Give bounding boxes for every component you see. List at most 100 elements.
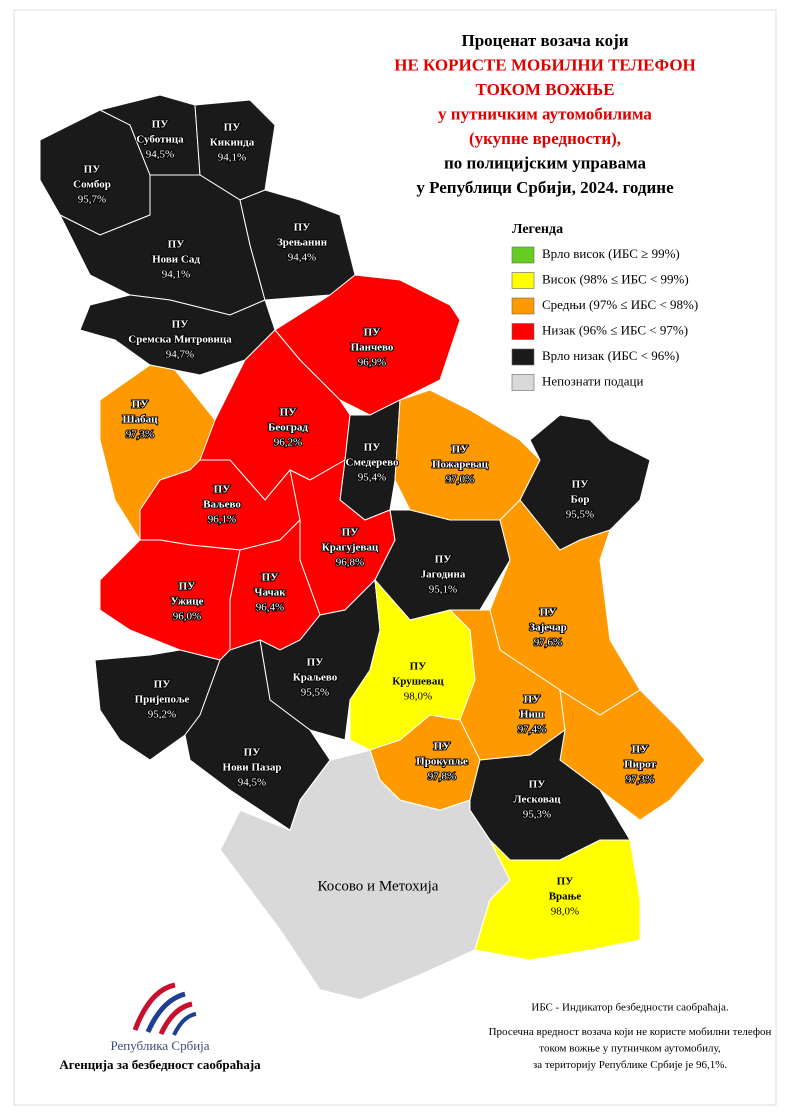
footnote: Просечна вредност возача који не користе… [489, 1026, 772, 1038]
region [474, 839, 641, 961]
region-prefix: ПУ [214, 484, 231, 496]
region-prefix: ПУ [294, 222, 311, 234]
region-name: Ваљево [203, 499, 241, 511]
region-name: Ужице [171, 596, 204, 608]
legend-swatch [511, 246, 535, 264]
region-prefix: ПУ [179, 581, 196, 593]
region-name: Панчево [351, 342, 394, 354]
region-value: 95,5% [566, 509, 594, 521]
legend-label: Висок (98% ≤ ИБС < 99%) [542, 271, 689, 286]
region-prefix: ПУ [152, 119, 169, 131]
regions [39, 94, 706, 1001]
region-prefix: ПУ [132, 399, 149, 411]
region-prefix: ПУ [280, 407, 297, 419]
title-line: НЕ КОРИСТЕ МОБИЛНИ ТЕЛЕФОН [394, 55, 696, 74]
footnote: ИБС - Индикатор безбедности саобраћаја. [531, 1002, 728, 1014]
region-name: Кикинда [210, 137, 255, 149]
title-line: у Републици Србији, 2024. године [416, 178, 674, 197]
region-value: 96,0% [173, 611, 201, 623]
legend-swatch [511, 374, 535, 391]
region-prefix: ПУ [410, 661, 427, 673]
region-name: Суботица [136, 134, 184, 146]
region-prefix: ПУ [168, 239, 185, 251]
logo-agency: Агенција за безбедност саобраћаја [59, 1057, 261, 1072]
region-value: 97,4% [518, 724, 546, 736]
region-prefix: ПУ [434, 741, 451, 753]
region-name: Крушевац [392, 676, 444, 688]
legend-title: Легенда [512, 222, 563, 237]
region-name: Зрењанин [277, 237, 328, 249]
region-name: Краљево [293, 672, 338, 684]
region-value: 96,1% [208, 514, 236, 526]
region-prefix: ПУ [307, 657, 324, 669]
region-value: 97,6% [534, 637, 562, 649]
region-prefix: ПУ [557, 876, 574, 888]
region-value: 96,4% [256, 602, 284, 614]
legend-swatch [511, 272, 535, 289]
region-value: 97,8% [428, 771, 456, 783]
region-value: 98,0% [551, 906, 579, 918]
region-name: Јагодина [421, 569, 466, 581]
region-name: Сомбор [73, 179, 111, 191]
region-prefix: ПУ [154, 679, 171, 691]
footnote: за територију Републике Србије је 96,1%. [533, 1059, 728, 1071]
region-name: Крагујевац [322, 542, 379, 554]
title-line: Проценат возача који [461, 31, 628, 50]
region-value: 95,5% [301, 687, 329, 699]
region-name: Пирот [624, 759, 656, 771]
legend-label: Врло низак (ИБС < 96%) [542, 348, 679, 363]
region-prefix: ПУ [524, 694, 541, 706]
region-value: 97,0% [446, 474, 474, 486]
title-line: по полицијским управама [444, 153, 647, 172]
region-value: 94,1% [162, 269, 190, 281]
legend-label: Врло висок (ИБС ≥ 99%) [542, 246, 680, 261]
region-name: Нови Пазар [223, 762, 282, 774]
region-value: 95,4% [358, 472, 386, 484]
region-value: 94,7% [166, 349, 194, 361]
region-value: 96,2% [274, 437, 302, 449]
region-name: Зајечар [529, 622, 566, 634]
frame [13, 9, 777, 1106]
region-prefix: ПУ [172, 319, 189, 331]
region-name: Врање [549, 891, 582, 903]
region-value: 94,4% [288, 252, 316, 264]
legend-label: Непознати подаци [542, 373, 643, 388]
region-prefix: ПУ [244, 747, 261, 759]
region-value: 95,3% [523, 809, 551, 821]
region-prefix: ПУ [364, 442, 381, 454]
region-prefix: ПУ [364, 327, 381, 339]
legend-label: Низак (96% ≤ ИБС < 97%) [542, 322, 688, 337]
region-name: Пожаревац [432, 459, 489, 471]
title-line: ТОКОМ ВОЖЊЕ [475, 80, 614, 99]
region-name: Чачак [254, 587, 286, 599]
region-value: 94,5% [146, 149, 174, 161]
region-prefix: ПУ [452, 444, 469, 456]
region-prefix: ПУ [572, 479, 589, 491]
logo-mark [132, 982, 197, 1036]
region-name: Београд [268, 422, 308, 434]
region-prefix: ПУ [529, 779, 546, 791]
legend-swatch [511, 297, 535, 315]
region-value: 97,3% [626, 774, 654, 786]
region-name: Шабац [123, 414, 159, 426]
region-name: Сремска Митровица [128, 334, 232, 346]
title-line: у путничким аутомобилима [438, 104, 652, 123]
region-value: 95,1% [429, 584, 457, 596]
region-prefix: ПУ [435, 554, 452, 566]
region-name: Лесковац [513, 794, 561, 806]
logo-country: Република Србија [110, 1038, 209, 1053]
region-prefix: ПУ [224, 122, 241, 134]
region-name: Пријепоље [135, 694, 190, 706]
legend-swatch [511, 323, 535, 340]
labels: Косово и Метохија ПУ Сомбор 95,7% ПУ Суботица… [72, 118, 657, 918]
legend-swatch [511, 348, 535, 366]
region-value: 96,8% [336, 557, 364, 569]
region-value: 97,3% [126, 429, 154, 441]
title-line: (укупне вредности), [469, 129, 621, 148]
region-name: Бор [571, 494, 590, 506]
region-value: 95,2% [148, 709, 176, 721]
footnote: током вожње у путничком аутомобилу, [539, 1043, 721, 1055]
region-value: 98,0% [404, 691, 432, 703]
region-name: Смедерево [346, 457, 399, 469]
